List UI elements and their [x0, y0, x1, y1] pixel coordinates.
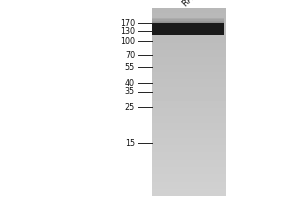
Text: 40: 40	[125, 78, 135, 88]
Text: RAW264. 7: RAW264. 7	[181, 0, 220, 8]
Bar	[152, 21, 224, 22]
Text: 70: 70	[125, 50, 135, 60]
Text: 25: 25	[125, 102, 135, 112]
Bar	[152, 22, 224, 23]
Bar	[152, 23, 224, 35]
Text: 55: 55	[125, 62, 135, 72]
Text: 130: 130	[120, 26, 135, 36]
Text: 35: 35	[125, 88, 135, 97]
Bar	[152, 19, 224, 21]
Text: 170: 170	[120, 19, 135, 27]
Bar	[152, 18, 224, 19]
Text: 100: 100	[120, 36, 135, 46]
Text: 15: 15	[125, 138, 135, 147]
